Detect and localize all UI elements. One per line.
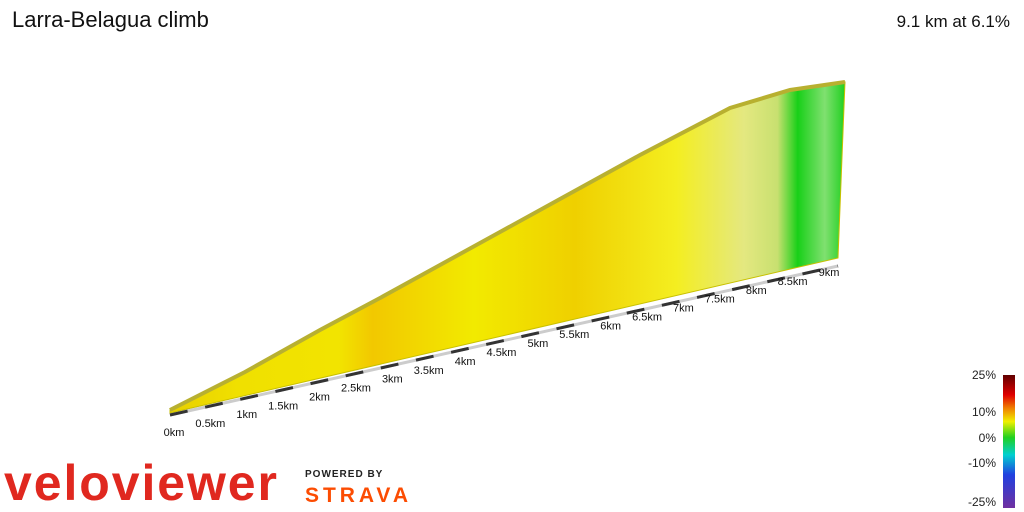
logo: veloviewer [4,455,277,511]
distance-label: 9km [819,267,840,279]
distance-label: 6km [600,320,621,332]
distance-axis: 0km 0.5km 1km 1.5km 2km 2.5km 3km 3.5km 4km 4.5km… [164,267,840,439]
distance-label: 3km [382,374,403,386]
distance-label: 2km [309,391,330,403]
distance-label: 5km [527,338,548,350]
summary: 9.1 km at 6.1% [897,12,1010,31]
distance-label: 5.5km [559,329,589,341]
distance-label: 2.5km [341,383,371,395]
distance-label: 3.5km [414,365,444,377]
distance-label: 7km [673,303,694,315]
gradient-legend: 25% 10% 0% -10% -25% [968,368,996,509]
distance-label: 4km [455,356,476,368]
legend-label: 10% [972,405,996,419]
legend-label: 0% [979,431,997,445]
legend-bar [1003,375,1015,508]
strava: STRAVA [305,484,408,507]
climb-profile [169,80,846,417]
distance-label: 8.5km [778,276,808,288]
distance-label: 0.5km [195,418,225,430]
powered-by: POWERED BY [305,469,383,480]
legend-label: 25% [972,368,996,382]
legend-label: -25% [968,495,996,509]
distance-label: 7.5km [705,294,735,306]
distance-label: 6.5km [632,311,662,323]
distance-label: 8km [746,285,767,297]
title: Larra-Belagua climb [12,7,209,32]
legend-label: -10% [968,456,996,470]
distance-label: 1km [236,409,257,421]
profile-face [169,81,846,414]
distance-label: 1.5km [268,400,298,412]
axis-dash [169,264,839,417]
profile-top [169,80,846,412]
distance-label: 0km [164,427,185,439]
distance-label: 4.5km [487,347,517,359]
